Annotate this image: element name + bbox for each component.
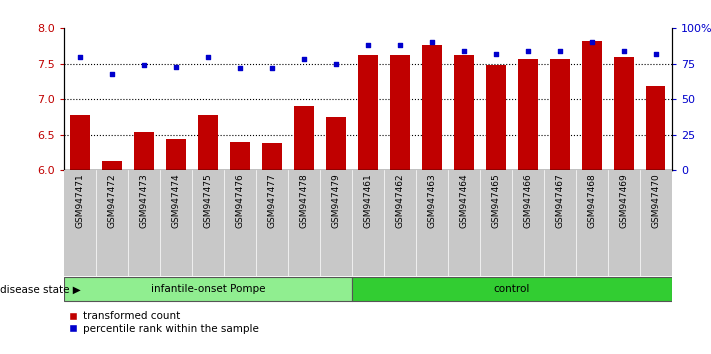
FancyBboxPatch shape <box>352 278 672 301</box>
Text: GSM947464: GSM947464 <box>459 173 469 228</box>
Text: GSM947465: GSM947465 <box>491 173 501 228</box>
Text: GSM947461: GSM947461 <box>363 173 373 228</box>
Text: GSM947466: GSM947466 <box>523 173 533 228</box>
Text: GSM947462: GSM947462 <box>395 173 405 228</box>
Bar <box>198 115 218 170</box>
Point <box>106 71 117 76</box>
Text: GSM947471: GSM947471 <box>75 173 85 228</box>
Text: GSM947475: GSM947475 <box>203 173 213 228</box>
Point <box>458 48 469 54</box>
Bar <box>326 117 346 170</box>
Point <box>234 65 246 71</box>
Text: GSM947479: GSM947479 <box>331 173 341 228</box>
FancyBboxPatch shape <box>64 278 352 301</box>
Bar <box>166 139 186 170</box>
Point <box>427 40 438 45</box>
Point <box>266 65 277 71</box>
Bar <box>230 142 250 170</box>
Bar <box>582 41 602 170</box>
Point <box>75 54 85 59</box>
Bar <box>134 132 154 170</box>
Bar <box>262 143 282 170</box>
Text: GSM947474: GSM947474 <box>171 173 181 228</box>
Text: GSM947478: GSM947478 <box>299 173 309 228</box>
Text: GSM947463: GSM947463 <box>427 173 437 228</box>
Point <box>586 40 597 45</box>
Bar <box>422 45 442 170</box>
Point <box>330 61 341 67</box>
Bar <box>294 106 314 170</box>
Point <box>522 48 533 54</box>
Text: GSM947467: GSM947467 <box>555 173 565 228</box>
Bar <box>102 161 122 170</box>
Text: GSM947469: GSM947469 <box>619 173 629 228</box>
Point <box>490 51 501 57</box>
Point <box>618 48 630 54</box>
Text: GSM947468: GSM947468 <box>587 173 597 228</box>
Point <box>202 54 213 59</box>
Bar <box>646 86 665 170</box>
Text: GSM947476: GSM947476 <box>235 173 245 228</box>
Bar <box>358 55 378 170</box>
Point <box>362 42 374 48</box>
Text: GSM947470: GSM947470 <box>651 173 661 228</box>
Point <box>299 57 310 62</box>
Text: control: control <box>493 284 530 294</box>
Bar <box>390 55 410 170</box>
Text: infantile-onset Pompe: infantile-onset Pompe <box>151 284 265 294</box>
Text: disease state ▶: disease state ▶ <box>0 284 81 295</box>
Legend: transformed count, percentile rank within the sample: transformed count, percentile rank withi… <box>69 312 259 333</box>
Point <box>170 64 181 69</box>
Point <box>394 42 405 48</box>
Point <box>554 48 565 54</box>
Text: GSM947473: GSM947473 <box>139 173 149 228</box>
Point <box>138 62 149 68</box>
Bar <box>486 65 506 170</box>
Bar <box>614 57 634 170</box>
Point <box>650 51 661 57</box>
Text: GSM947472: GSM947472 <box>107 173 117 228</box>
Text: GSM947477: GSM947477 <box>267 173 277 228</box>
FancyBboxPatch shape <box>64 170 672 276</box>
Bar <box>454 55 474 170</box>
Bar <box>518 59 538 170</box>
Bar <box>550 59 570 170</box>
Bar <box>70 115 90 170</box>
